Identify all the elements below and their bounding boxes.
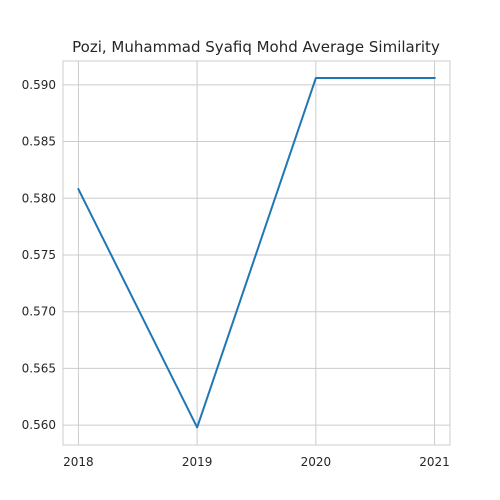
plot-frame xyxy=(62,60,451,446)
series-line xyxy=(77,77,436,429)
y-tick-label: 0.590 xyxy=(22,78,56,92)
tick-layer: 2018 2019 2020 2021 0.560 0.565 0.570 0.575 0.58… xyxy=(22,78,450,469)
y-tick-label: 0.575 xyxy=(22,248,56,262)
grid-layer xyxy=(63,61,450,445)
y-tick-label: 0.580 xyxy=(22,191,56,205)
series-layer xyxy=(77,77,436,429)
y-tick-label: 0.585 xyxy=(22,135,56,149)
x-tick-label: 2021 xyxy=(419,455,450,469)
x-tick-label: 2018 xyxy=(63,455,94,469)
y-tick-label: 0.560 xyxy=(22,418,56,432)
x-tick-label: 2019 xyxy=(182,455,213,469)
chart-title: Pozi, Muhammad Syafiq Mohd Average Simil… xyxy=(72,38,440,56)
y-tick-label: 0.570 xyxy=(22,305,56,319)
y-tick-label: 0.565 xyxy=(22,361,56,375)
x-tick-label: 2020 xyxy=(301,455,332,469)
